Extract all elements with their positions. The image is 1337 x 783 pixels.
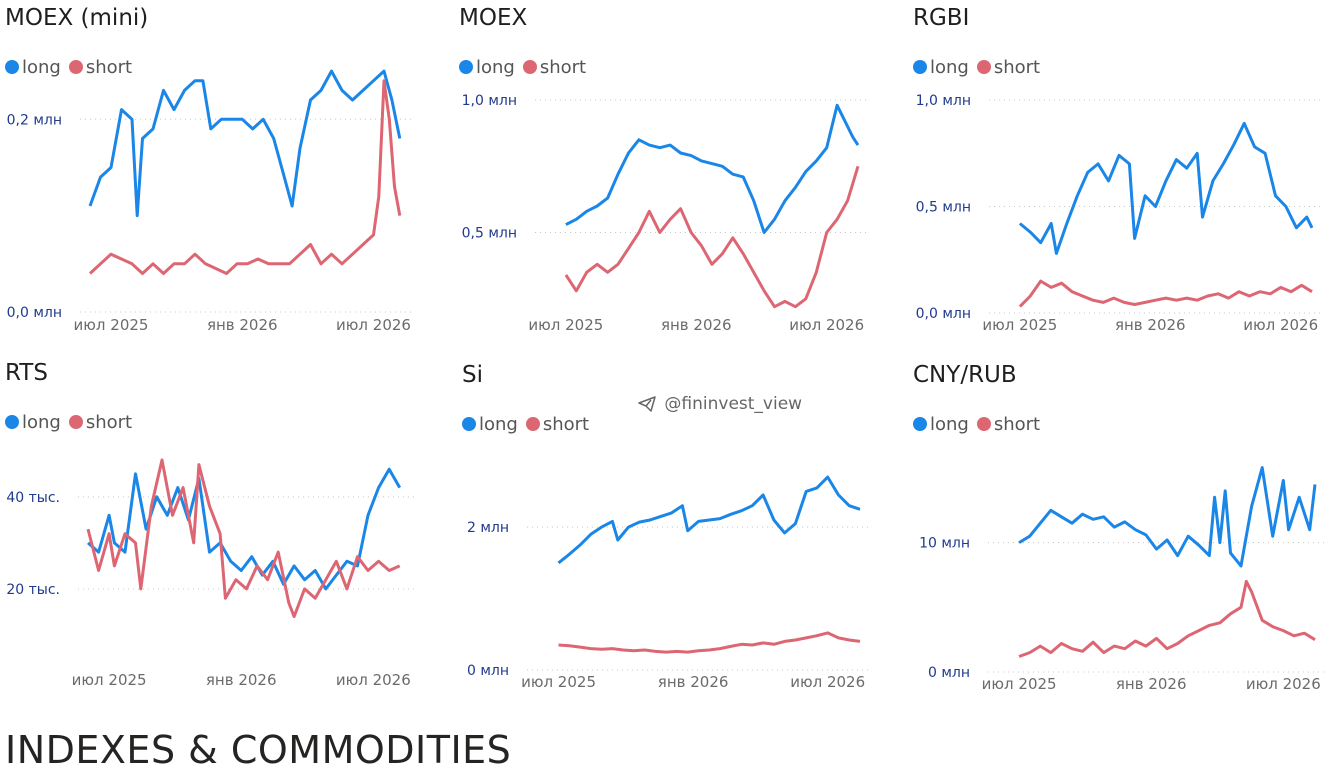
legend-label: short [85, 412, 133, 433]
legend-item-short[interactable]: short [522, 57, 587, 78]
legend-label: short [542, 414, 590, 435]
chart-panel-rts: RTS long short [5, 360, 445, 710]
legend-item-short[interactable]: short [68, 412, 133, 433]
chart-panel-moex: MOEX long short [459, 5, 899, 355]
legend-dot-icon [522, 60, 537, 74]
legend-label: long [22, 412, 61, 433]
chart-title: RGBI [913, 5, 970, 31]
legend-dot-icon [913, 417, 927, 431]
chart-title: MOEX [459, 5, 528, 31]
section-title: INDEXES & COMMODITIES [5, 728, 512, 772]
watermark: @fininvest_view [638, 394, 802, 414]
chart-legend[interactable]: long short [5, 412, 140, 433]
legend-item-long[interactable]: long [5, 412, 61, 433]
legend-label: long [930, 414, 969, 435]
legend-dot-icon [68, 60, 83, 74]
telegram-icon [638, 396, 656, 412]
legend-item-long[interactable]: long [459, 57, 515, 78]
legend-dot-icon [68, 415, 83, 429]
legend-dot-icon [5, 415, 19, 429]
chart-panel-si: Si long short [462, 362, 902, 712]
legend-dot-icon [976, 417, 991, 431]
chart-title: Si [462, 362, 483, 388]
legend-item-long[interactable]: long [5, 57, 61, 78]
legend-label: short [993, 414, 1041, 435]
legend-label: long [22, 57, 61, 78]
chart-title: MOEX (mini) [5, 5, 149, 31]
chart-panel-cny-rub: CNY/RUB long short [913, 362, 1337, 712]
chart-legend[interactable]: long short [5, 57, 140, 78]
chart-panel-rgbi: RGBI long short [913, 5, 1337, 355]
legend-dot-icon [459, 60, 473, 74]
legend-item-long[interactable]: long [913, 414, 969, 435]
legend-item-long[interactable]: long [462, 414, 518, 435]
legend-label: short [993, 57, 1041, 78]
legend-dot-icon [5, 60, 19, 74]
legend-label: short [539, 57, 587, 78]
legend-item-short[interactable]: short [525, 414, 590, 435]
legend-dot-icon [976, 60, 991, 74]
legend-item-short[interactable]: short [976, 57, 1041, 78]
chart-legend[interactable]: long short [913, 57, 1048, 78]
legend-label: long [930, 57, 969, 78]
legend-dot-icon [462, 417, 476, 431]
legend-label: long [479, 414, 518, 435]
legend-dot-icon [525, 417, 540, 431]
chart-legend[interactable]: long short [459, 57, 594, 78]
legend-label: long [476, 57, 515, 78]
watermark-text: @fininvest_view [664, 394, 803, 414]
chart-panel-moex-mini: MOEX (mini) long short [5, 5, 445, 355]
legend-label: short [85, 57, 133, 78]
chart-title: RTS [5, 360, 48, 386]
legend-item-long[interactable]: long [913, 57, 969, 78]
chart-legend[interactable]: long short [462, 414, 597, 435]
chart-title: CNY/RUB [913, 362, 1017, 388]
chart-legend[interactable]: long short [913, 414, 1048, 435]
legend-item-short[interactable]: short [976, 414, 1041, 435]
legend-dot-icon [913, 60, 927, 74]
legend-item-short[interactable]: short [68, 57, 133, 78]
